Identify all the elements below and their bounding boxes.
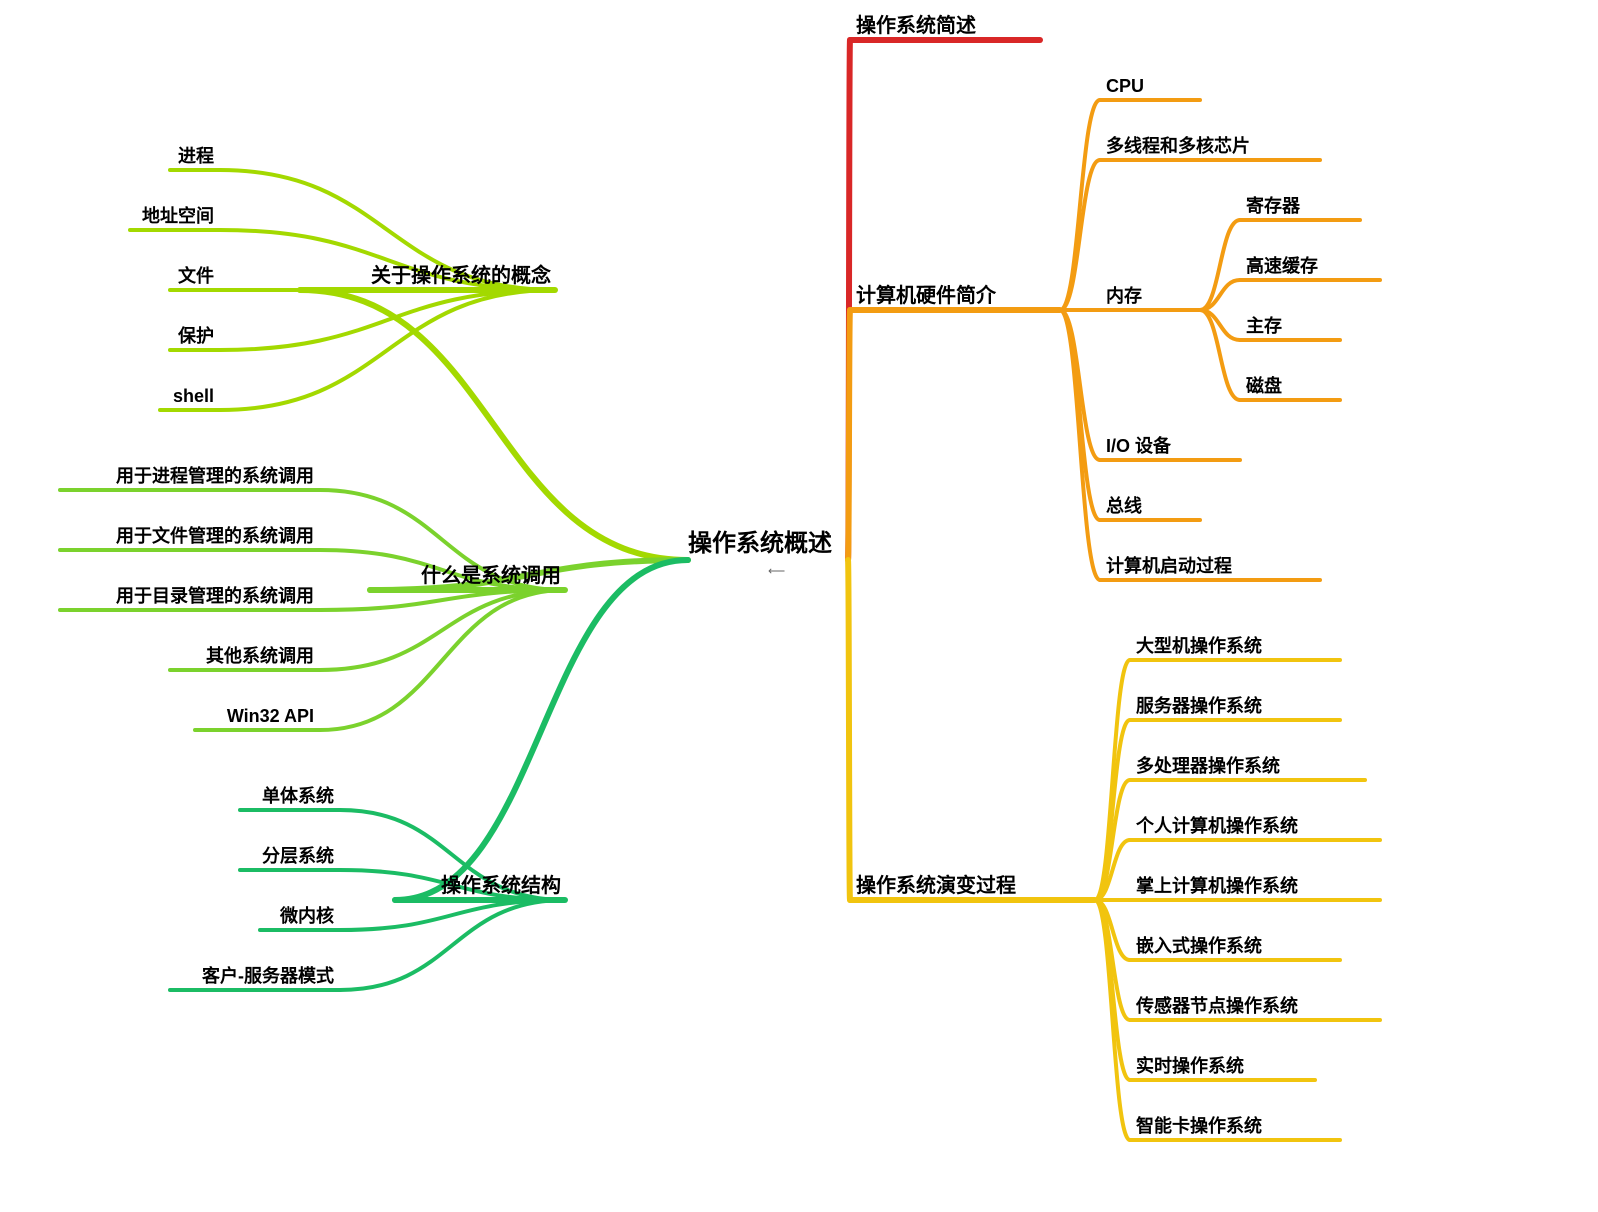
leaf-3-4: shell bbox=[173, 386, 214, 408]
leaf-2-7: 实时操作系统 bbox=[1136, 1056, 1244, 1078]
leaf-3-0: 进程 bbox=[178, 146, 214, 168]
leaf-1-2-2: 主存 bbox=[1246, 316, 1282, 338]
leaf-1-2-1: 高速缓存 bbox=[1246, 256, 1318, 278]
leaf-1-2-3: 磁盘 bbox=[1246, 376, 1282, 398]
leaf-2-0: 大型机操作系统 bbox=[1136, 636, 1262, 658]
leaf-4-3: 其他系统调用 bbox=[206, 646, 314, 668]
leaf-1-0: CPU bbox=[1106, 76, 1144, 98]
branch-0: 操作系统简述 bbox=[856, 14, 976, 38]
leaf-4-4: Win32 API bbox=[227, 706, 314, 728]
leaf-1-5: 计算机启动过程 bbox=[1106, 556, 1232, 578]
leaf-5-1: 分层系统 bbox=[262, 846, 334, 868]
root-sub-marker: ⟵ bbox=[768, 564, 785, 578]
leaf-1-1: 多线程和多核芯片 bbox=[1106, 136, 1250, 158]
leaf-2-5: 嵌入式操作系统 bbox=[1136, 936, 1262, 958]
leaf-4-0: 用于进程管理的系统调用 bbox=[116, 466, 314, 488]
leaf-2-4: 掌上计算机操作系统 bbox=[1136, 876, 1298, 898]
branch-4: 什么是系统调用 bbox=[421, 564, 561, 588]
branch-5: 操作系统结构 bbox=[441, 874, 561, 898]
leaf-2-3: 个人计算机操作系统 bbox=[1136, 816, 1298, 838]
leaf-3-3: 保护 bbox=[178, 326, 214, 348]
leaf-2-1: 服务器操作系统 bbox=[1136, 696, 1262, 718]
root-node: 操作系统概述 bbox=[688, 530, 832, 559]
branch-1: 计算机硬件简介 bbox=[856, 284, 996, 308]
mindmap-canvas: 操作系统概述 ⟵ 操作系统简述计算机硬件简介 CPU 多线程和多核芯片内存 寄存器高速缓存… bbox=[0, 0, 1598, 1212]
leaf-1-3: I/O 设备 bbox=[1106, 436, 1171, 458]
branch-3: 关于操作系统的概念 bbox=[371, 264, 551, 288]
leaf-5-3: 客户-服务器模式 bbox=[202, 966, 334, 988]
leaf-1-2-0: 寄存器 bbox=[1246, 196, 1300, 218]
leaf-2-8: 智能卡操作系统 bbox=[1136, 1116, 1262, 1138]
leaf-2-6: 传感器节点操作系统 bbox=[1136, 996, 1298, 1018]
branch-2: 操作系统演变过程 bbox=[856, 874, 1016, 898]
leaf-5-2: 微内核 bbox=[280, 906, 334, 928]
leaf-4-2: 用于目录管理的系统调用 bbox=[116, 586, 314, 608]
leaf-3-2: 文件 bbox=[178, 266, 214, 288]
leaf-4-1: 用于文件管理的系统调用 bbox=[116, 526, 314, 548]
leaf-2-2: 多处理器操作系统 bbox=[1136, 756, 1280, 778]
leaf-5-0: 单体系统 bbox=[262, 786, 334, 808]
leaf-1-4: 总线 bbox=[1106, 496, 1142, 518]
leaf-3-1: 地址空间 bbox=[142, 206, 214, 228]
leaf-1-2: 内存 bbox=[1106, 286, 1142, 308]
